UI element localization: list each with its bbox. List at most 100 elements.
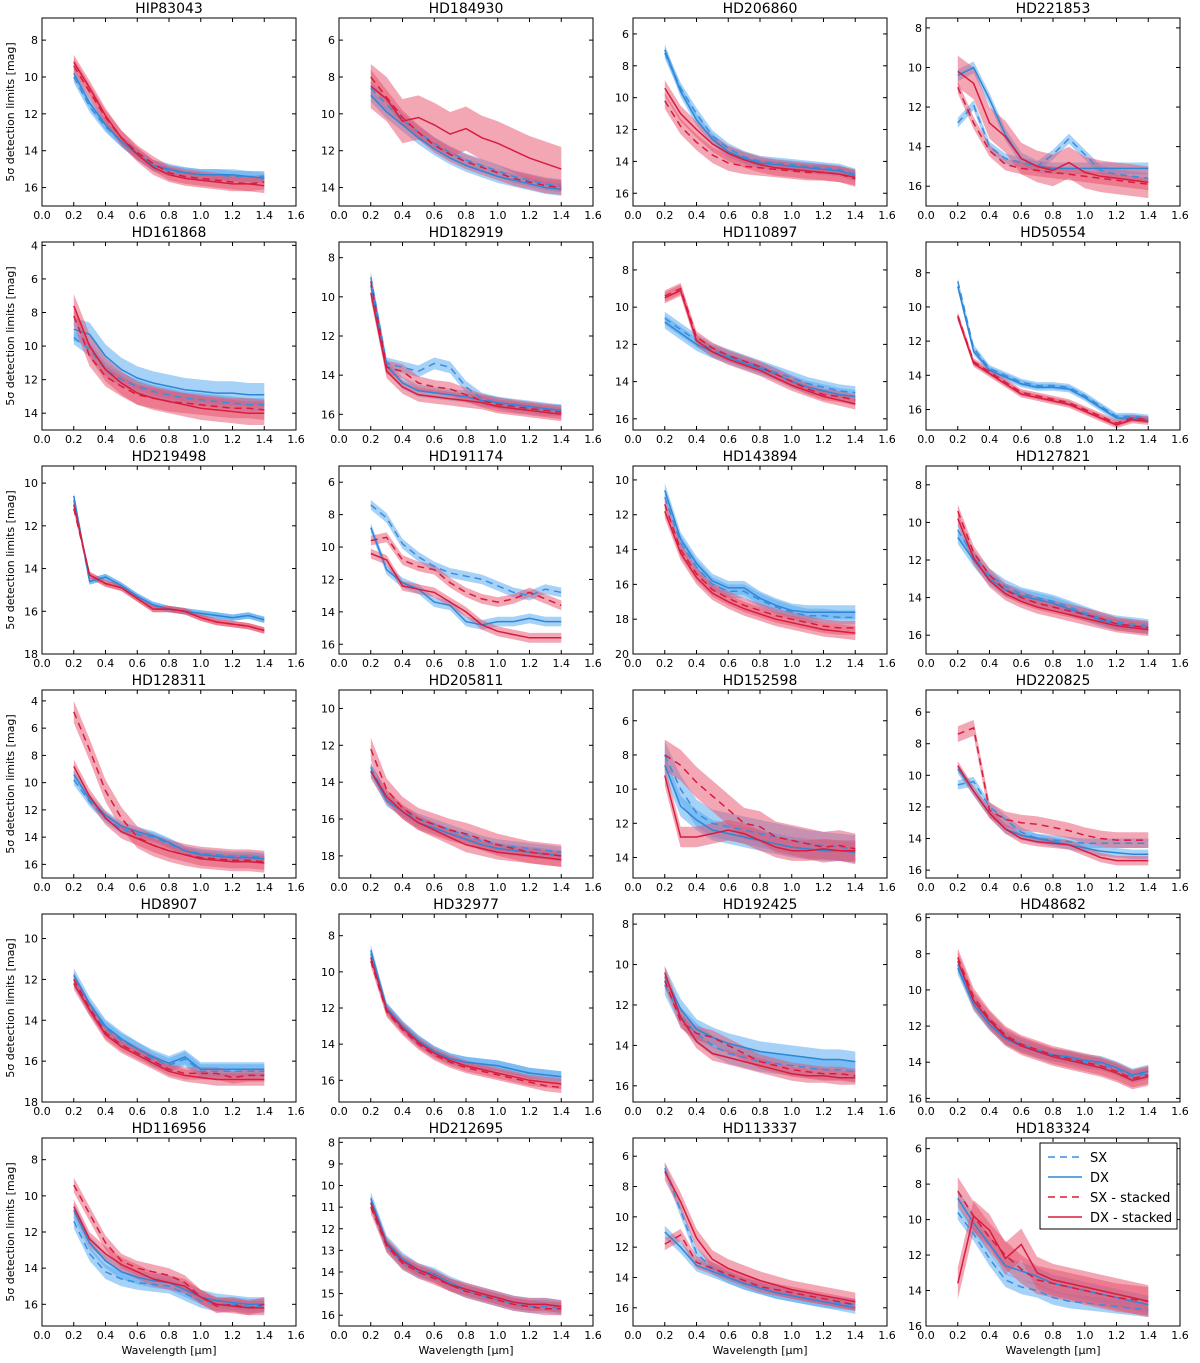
x-tick-label: 0.8	[160, 657, 178, 670]
x-tick-label: 0.6	[426, 1105, 444, 1118]
series-line-dx-stacked	[957, 1214, 1149, 1302]
band-dx-stacked	[664, 504, 856, 641]
band-dx-stacked	[370, 548, 562, 643]
x-tick-label: 1.0	[783, 657, 801, 670]
x-tick-label: 1.6	[584, 433, 602, 446]
y-tick-label: 4	[31, 239, 38, 252]
x-tick-label: 1.4	[847, 209, 865, 222]
y-tick-label: 8	[328, 930, 335, 943]
x-tick-label: 1.4	[553, 657, 571, 670]
x-tick-label: 0.4	[981, 881, 999, 894]
y-tick-label: 6	[328, 476, 335, 489]
x-tick-label: 1.4	[1140, 1105, 1158, 1118]
x-tick-label: 0.2	[362, 433, 380, 446]
x-tick-label: 0.8	[751, 881, 769, 894]
x-tick-label: 0.6	[720, 1105, 738, 1118]
y-tick-label: 10	[321, 108, 335, 121]
series-line-sx-stacked	[957, 315, 1149, 425]
x-tick-label: 1.0	[489, 209, 507, 222]
series-line-sx-stacked	[957, 86, 1149, 185]
series-line-sx	[664, 984, 856, 1073]
series-line-sx-stacked	[73, 711, 265, 863]
panel-HD32977: HD32977 0.0 0.2 0.4 0.6 0.8 1.0 1.2 1.4 1.6 8 10 12 1…	[321, 897, 602, 1118]
x-tick-label: 0.4	[97, 1329, 115, 1342]
x-tick-label: 1.0	[489, 1329, 507, 1342]
series-line-dx-stacked	[73, 765, 265, 864]
series-line-sx	[73, 337, 265, 406]
x-tick-label: 0.4	[97, 657, 115, 670]
y-tick-label: 12	[24, 973, 38, 986]
x-tick-label: 0.0	[624, 209, 642, 222]
y-tick-label: 16	[908, 864, 922, 877]
band-dx-stacked	[664, 765, 856, 861]
panel-HD113337: HD113337 0.0 0.2 0.4 0.6 0.8 1.0 1.2 1.4 1.6 6 8 10 1…	[615, 1121, 896, 1357]
x-tick-label: 1.0	[783, 1105, 801, 1118]
x-tick-label: 1.4	[1140, 209, 1158, 222]
x-tick-label: 0.4	[688, 657, 706, 670]
x-tick-label: 0.4	[394, 1105, 412, 1118]
x-tick-label: 1.4	[553, 881, 571, 894]
series-line-dx-stacked	[957, 765, 1149, 862]
x-tick-label: 0.2	[65, 433, 83, 446]
x-tick-label: 0.8	[457, 209, 475, 222]
y-tick-label: 13	[321, 1244, 335, 1257]
series-line-dx-stacked	[73, 1206, 265, 1309]
y-tick-label: 14	[908, 833, 922, 846]
y-tick-label: 10	[321, 702, 335, 715]
series-line-dx-stacked	[73, 983, 265, 1081]
x-tick-label: 1.4	[847, 881, 865, 894]
y-tick-label: 10	[24, 340, 38, 353]
series-line-dx	[370, 527, 562, 626]
band-dx	[73, 968, 265, 1077]
x-tick-label: 0.8	[1044, 433, 1062, 446]
panel-HD184930: HD184930 0.0 0.2 0.4 0.6 0.8 1.0 1.2 1.4 1.6 6 8 10 1…	[321, 1, 602, 222]
series-line-dx	[664, 321, 856, 398]
panel-title: HD116956	[132, 1121, 207, 1137]
y-tick-label: 12	[615, 1241, 629, 1254]
series-line-sx	[370, 767, 562, 853]
series-line-dx	[73, 495, 265, 621]
y-tick-label: 10	[321, 541, 335, 554]
x-tick-label: 0.2	[362, 657, 380, 670]
series-line-dx-stacked	[664, 289, 856, 405]
y-tick-label: 10	[908, 984, 922, 997]
x-tick-label: 1.2	[521, 209, 539, 222]
x-tick-label: 1.2	[1108, 433, 1126, 446]
y-tick-label: 12	[24, 520, 38, 533]
y-tick-label: 4	[31, 695, 38, 708]
x-tick-label: 0.8	[160, 1105, 178, 1118]
y-tick-label: 8	[328, 1136, 335, 1149]
x-tick-label: 1.6	[878, 881, 896, 894]
y-tick-label: 14	[908, 1285, 922, 1298]
y-tick-label: 8	[31, 1154, 38, 1167]
y-tick-label: 16	[908, 1092, 922, 1105]
x-tick-label: 1.0	[783, 209, 801, 222]
x-tick-label: 0.4	[981, 657, 999, 670]
x-tick-label: 0.8	[160, 209, 178, 222]
band-dx-stacked	[370, 64, 562, 192]
x-tick-label: 0.2	[656, 1329, 674, 1342]
x-tick-label: 1.6	[584, 657, 602, 670]
x-tick-label: 0.4	[97, 209, 115, 222]
band-dx	[73, 492, 265, 623]
series-line-sx-stacked	[370, 536, 562, 607]
x-tick-label: 1.2	[224, 433, 242, 446]
panel-HD48682: HD48682 0.0 0.2 0.4 0.6 0.8 1.0 1.2 1.4 1.6 6 8 10 12…	[908, 897, 1189, 1118]
y-tick-label: 10	[24, 1190, 38, 1203]
x-tick-label: 1.6	[1171, 209, 1189, 222]
y-axis-label: 5σ detection limits [mag]	[4, 490, 17, 629]
y-tick-label: 10	[908, 61, 922, 74]
x-tick-label: 1.4	[256, 657, 274, 670]
plot-area	[664, 283, 856, 410]
x-tick-label: 1.6	[1171, 881, 1189, 894]
panel-title: HD48682	[1020, 897, 1086, 913]
y-tick-label: 6	[622, 28, 629, 41]
x-tick-label: 0.2	[656, 1105, 674, 1118]
x-tick-label: 0.6	[720, 1329, 738, 1342]
x-tick-label: 0.0	[33, 657, 51, 670]
x-tick-label: 1.2	[815, 657, 833, 670]
x-tick-label: 0.8	[457, 433, 475, 446]
x-tick-label: 0.4	[394, 657, 412, 670]
band-dx-stacked	[73, 501, 265, 634]
panel-HD110897: HD110897 0.0 0.2 0.4 0.6 0.8 1.0 1.2 1.4 1.6 8 10 12…	[615, 225, 896, 446]
